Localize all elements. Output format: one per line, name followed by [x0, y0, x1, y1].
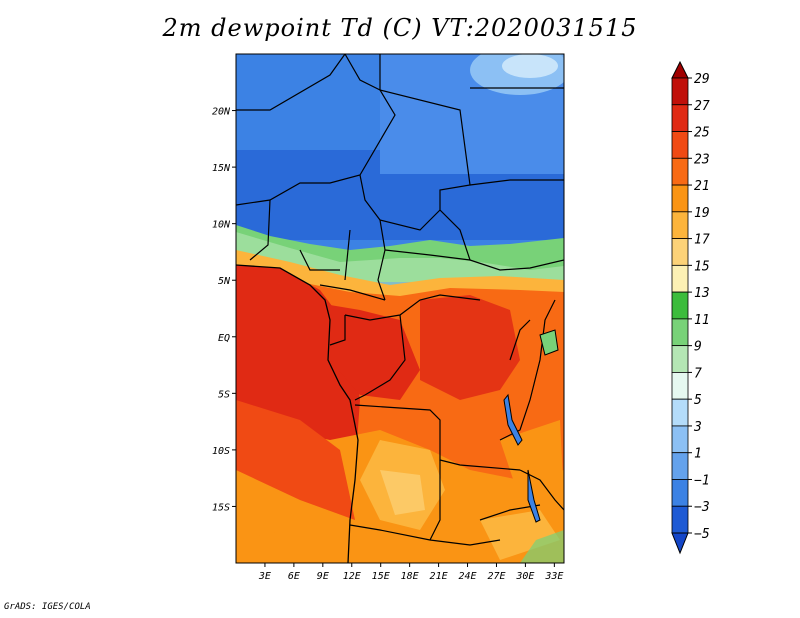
- dewpoint-field: [236, 54, 564, 563]
- lon-label: 6E: [288, 571, 300, 582]
- colorbar-box: [671, 452, 689, 480]
- colorbar-label: 29: [694, 72, 710, 87]
- lat-label: 15N: [212, 163, 231, 174]
- coastline: [236, 264, 359, 563]
- map-title: 2m dewpoint Td (C) VT:2020031515: [162, 14, 638, 42]
- colorbar-label: −5: [694, 527, 710, 542]
- lat-label: 10S: [212, 446, 230, 457]
- colorbar-box: [671, 398, 689, 427]
- lat-label: 20N: [212, 107, 231, 118]
- colorbar-box: [671, 131, 689, 159]
- lat-label: 5N: [218, 276, 231, 287]
- colorbar-top-arrow: [671, 60, 689, 79]
- colorbar-box: [671, 479, 689, 507]
- colorbar-label: 9: [694, 340, 702, 355]
- colorbar-label: 27: [694, 99, 710, 114]
- colorbar-label: 13: [694, 286, 710, 301]
- colorbar-label: 5: [694, 393, 702, 408]
- colorbar-box: [671, 238, 689, 266]
- colorbar-box: [671, 104, 689, 132]
- colorbar-label: −3: [694, 500, 710, 515]
- colorbar-bottom-arrow: [671, 532, 689, 555]
- colorbar-box: [671, 77, 689, 106]
- lon-label: 9E: [317, 571, 329, 582]
- colorbar-label: 11: [694, 313, 710, 328]
- colorbar-label: 19: [694, 206, 710, 221]
- colorbar-box: [671, 372, 689, 400]
- colorbar: 29 27 25 23 21 19 17 15 13 11 9 7 5 3 1 −1 −3 −5: [671, 60, 710, 555]
- colorbar-label: 25: [694, 126, 710, 141]
- lat-label: 15S: [212, 502, 230, 513]
- colorbar-label: 23: [694, 152, 710, 167]
- colorbar-box: [671, 425, 689, 454]
- colorbar-box: [671, 291, 689, 320]
- lat-label: 5S: [218, 389, 230, 400]
- lon-label: 15E: [372, 571, 390, 582]
- lat-label: 10N: [212, 220, 231, 231]
- colorbar-box: [671, 505, 689, 534]
- colorbar-label: −1: [694, 473, 710, 488]
- colorbar-box: [671, 264, 689, 293]
- colorbar-label: 17: [694, 233, 710, 248]
- colorbar-box: [671, 184, 689, 213]
- lake-victoria: [539, 329, 559, 356]
- colorbar-label: 3: [693, 420, 702, 435]
- map-axes: 20N 15N 10N 5N EQ 5S 10S 15S 3E 6E 9E 12E 15E 18E 21E 2…: [212, 107, 563, 582]
- lon-label: 18E: [401, 571, 419, 582]
- colorbar-label: 7: [694, 366, 702, 381]
- lon-label: 21E: [430, 571, 448, 582]
- colorbar-label: 1: [694, 447, 702, 462]
- colorbar-box: [671, 157, 689, 186]
- lon-label: 24E: [458, 571, 476, 582]
- lon-label: 3E: [258, 571, 271, 582]
- lon-label: 30E: [515, 571, 534, 582]
- colorbar-box: [671, 211, 689, 239]
- colorbar-label: 15: [694, 259, 710, 274]
- lon-label: 27E: [487, 571, 505, 582]
- lat-label: EQ: [218, 333, 230, 344]
- lake-tanganyika: [503, 393, 523, 446]
- colorbar-box: [671, 345, 689, 373]
- lon-label: 33E: [544, 571, 563, 582]
- lon-label: 12E: [343, 571, 361, 582]
- colorbar-box: [671, 318, 689, 347]
- footer-credit: GrADS: IGES/COLA: [4, 602, 91, 612]
- map-frame: [235, 53, 565, 564]
- lake-malawi: [527, 469, 541, 523]
- colorbar-label: 21: [694, 179, 710, 194]
